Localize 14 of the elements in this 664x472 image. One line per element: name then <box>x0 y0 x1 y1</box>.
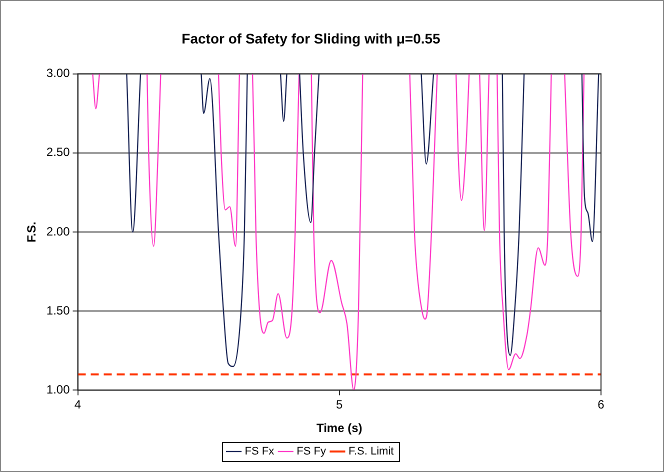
x-tick-label: 5 <box>336 398 344 412</box>
y-tick-label: 1.00 <box>46 382 70 397</box>
y-tick-label: 3.00 <box>46 66 70 80</box>
x-tick-label: 4 <box>74 398 82 412</box>
legend-label: F.S. Limit <box>348 446 394 458</box>
y-tick-label: 2.00 <box>46 224 70 238</box>
y-tick-label: 2.50 <box>46 145 70 160</box>
x-axis-title: Time (s) <box>316 421 362 436</box>
y-axis-title: F.S. <box>24 222 39 242</box>
x-tick-label: 6 <box>598 398 605 412</box>
legend-label: FS Fy <box>296 446 326 458</box>
chart-title: Factor of Safety for Sliding with μ=0.55 <box>182 30 441 46</box>
legend-label: FS Fx <box>244 446 275 458</box>
y-tick-label: 1.50 <box>46 303 70 318</box>
